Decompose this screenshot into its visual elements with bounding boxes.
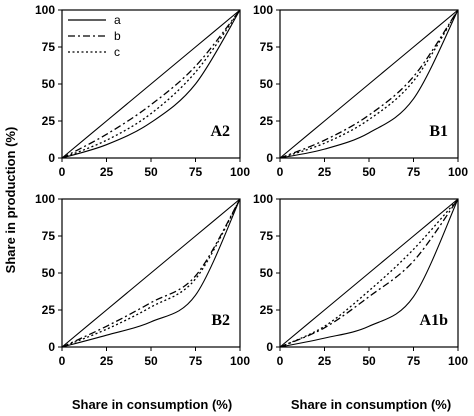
y-tick-label: 0 bbox=[48, 151, 55, 165]
panel-a2: 0 25 50 75 100 0 25 50 75 100 A2 bbox=[35, 3, 250, 179]
y-tick-label: 100 bbox=[35, 192, 55, 206]
x-tick-label: 75 bbox=[407, 354, 421, 368]
legend-label-b: b bbox=[114, 29, 121, 43]
x-tick-label: 50 bbox=[362, 354, 376, 368]
y-tick-label: 100 bbox=[253, 192, 273, 206]
x-tick-label: 75 bbox=[189, 354, 203, 368]
y-tick-label: 25 bbox=[260, 303, 274, 317]
x-tick-label: 25 bbox=[318, 165, 332, 179]
x-tick-label: 50 bbox=[362, 165, 376, 179]
y-tick-label: 50 bbox=[42, 77, 56, 91]
y-axis-title: Share in production (%) bbox=[3, 127, 18, 274]
x-tick-label: 100 bbox=[448, 165, 468, 179]
y-tick-label: 100 bbox=[253, 3, 273, 17]
x-tick-label: 25 bbox=[318, 354, 332, 368]
panel-label: A1b bbox=[420, 312, 449, 329]
x-tick-label: 0 bbox=[59, 354, 66, 368]
series-line-c bbox=[61, 9, 241, 159]
series-line-unlabeled bbox=[279, 198, 459, 348]
x-tick-label: 50 bbox=[144, 354, 158, 368]
y-tick-label: 0 bbox=[266, 151, 273, 165]
panel-a1b: 0 25 50 75 100 0 25 50 75 100 A1b bbox=[253, 192, 468, 368]
series-line-a bbox=[61, 198, 241, 348]
series-line-b bbox=[279, 9, 459, 159]
x-tick-label: 100 bbox=[230, 354, 250, 368]
x-tick-label: 50 bbox=[144, 165, 158, 179]
y-tick-label: 25 bbox=[260, 114, 274, 128]
y-tick-label: 50 bbox=[260, 266, 274, 280]
series-line-b bbox=[61, 198, 241, 348]
panels: 0 25 50 75 100 0 25 50 75 100 A2 0 25 50 75 100 0 25 50 75 1… bbox=[35, 3, 468, 368]
panel-b2: 0 25 50 75 100 0 25 50 75 100 B2 bbox=[35, 192, 250, 368]
legend-label-a: a bbox=[114, 13, 121, 27]
y-tick-label: 25 bbox=[42, 114, 56, 128]
panel-b1: 0 25 50 75 100 0 25 50 75 100 B1 bbox=[253, 3, 468, 179]
panel-label: B2 bbox=[211, 312, 230, 329]
x-tick-label: 100 bbox=[448, 354, 468, 368]
x-tick-label: 0 bbox=[59, 165, 66, 179]
x-axis-title-left: Share in consumption (%) bbox=[72, 397, 232, 412]
y-tick-label: 100 bbox=[35, 3, 55, 17]
series-line-unlabeled bbox=[61, 198, 241, 348]
y-tick-label: 75 bbox=[42, 40, 56, 54]
x-tick-label: 25 bbox=[100, 354, 114, 368]
y-tick-label: 75 bbox=[260, 40, 274, 54]
x-tick-label: 0 bbox=[277, 165, 284, 179]
series-line-a bbox=[279, 9, 459, 159]
x-tick-label: 25 bbox=[100, 165, 114, 179]
panel-label: A2 bbox=[210, 123, 230, 140]
y-tick-label: 0 bbox=[48, 340, 55, 354]
legend-label-c: c bbox=[114, 45, 120, 59]
y-tick-label: 50 bbox=[42, 266, 56, 280]
x-axis-title-right: Share in consumption (%) bbox=[291, 397, 451, 412]
series-line-a bbox=[61, 9, 241, 159]
y-tick-label: 0 bbox=[266, 340, 273, 354]
x-tick-label: 75 bbox=[189, 165, 203, 179]
x-tick-label: 100 bbox=[230, 165, 250, 179]
y-tick-label: 75 bbox=[260, 229, 274, 243]
x-tick-label: 0 bbox=[277, 354, 284, 368]
y-tick-label: 50 bbox=[260, 77, 274, 91]
series-line-b bbox=[279, 198, 459, 348]
series-line-unlabeled bbox=[279, 9, 459, 159]
series-line-a bbox=[279, 198, 459, 348]
x-tick-label: 75 bbox=[407, 165, 421, 179]
y-tick-label: 25 bbox=[42, 303, 56, 317]
series-line-b bbox=[61, 9, 241, 159]
y-tick-label: 75 bbox=[42, 229, 56, 243]
legend: abc bbox=[68, 13, 121, 59]
panel-label: B1 bbox=[429, 123, 448, 140]
series-line-unlabeled bbox=[61, 9, 241, 159]
